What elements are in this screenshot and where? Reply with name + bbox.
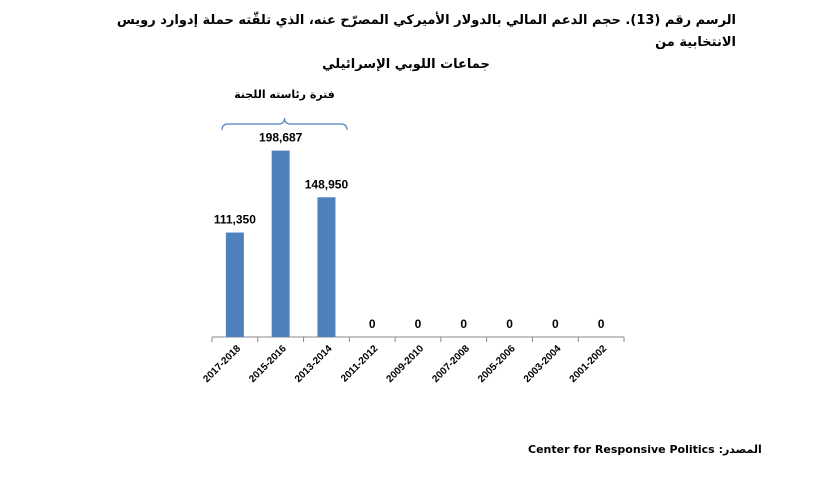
- x-tick-label-2017-2018: 2017-2018: [201, 343, 243, 385]
- committee-period-bracket: [221, 117, 348, 131]
- bar-2017-2018: [225, 232, 244, 337]
- x-tick-label-2013-2014: 2013-2014: [293, 343, 335, 385]
- data-label-2009-2010: 0: [415, 317, 422, 331]
- data-label-2003-2004: 0: [552, 317, 559, 331]
- x-tick-label-2015-2016: 2015-2016: [247, 343, 289, 385]
- chart-title-line1: الرسم رقم (13). حجم الدعم المالي بالدولا…: [116, 13, 736, 50]
- source-note: المصدر: Center for Responsive Politics: [528, 443, 762, 456]
- x-tick-label-2011-2012: 2011-2012: [339, 343, 381, 385]
- source-label: المصدر:: [718, 443, 762, 456]
- data-label-2001-2002: 0: [598, 317, 605, 331]
- data-label-2005-2006: 0: [506, 317, 513, 331]
- chart-title-line2: جماعات اللوبي الإسرائيلي: [322, 57, 490, 72]
- data-label-2017-2018: 111,350: [214, 213, 256, 227]
- data-label-2015-2016: 198,687: [259, 131, 303, 145]
- x-tick-label-2001-2002: 2001-2002: [568, 343, 610, 385]
- x-tick-label-2005-2006: 2005-2006: [476, 343, 518, 385]
- data-label-2007-2008: 0: [460, 317, 467, 331]
- data-label-2011-2012: 0: [369, 317, 376, 331]
- data-label-2013-2014: 148,950: [305, 177, 349, 191]
- x-tick-label-2007-2008: 2007-2008: [430, 343, 472, 385]
- bracket-label: فترة رئاسته اللجنة: [234, 88, 335, 101]
- x-tick-label-2003-2004: 2003-2004: [522, 343, 564, 385]
- chart-title: الرسم رقم (13). حجم الدعم المالي بالدولا…: [76, 10, 736, 76]
- source-text: Center for Responsive Politics: [528, 443, 715, 456]
- x-tick-label-2009-2010: 2009-2010: [385, 343, 427, 385]
- bar-2013-2014: [317, 197, 336, 337]
- bar-2015-2016: [271, 150, 290, 337]
